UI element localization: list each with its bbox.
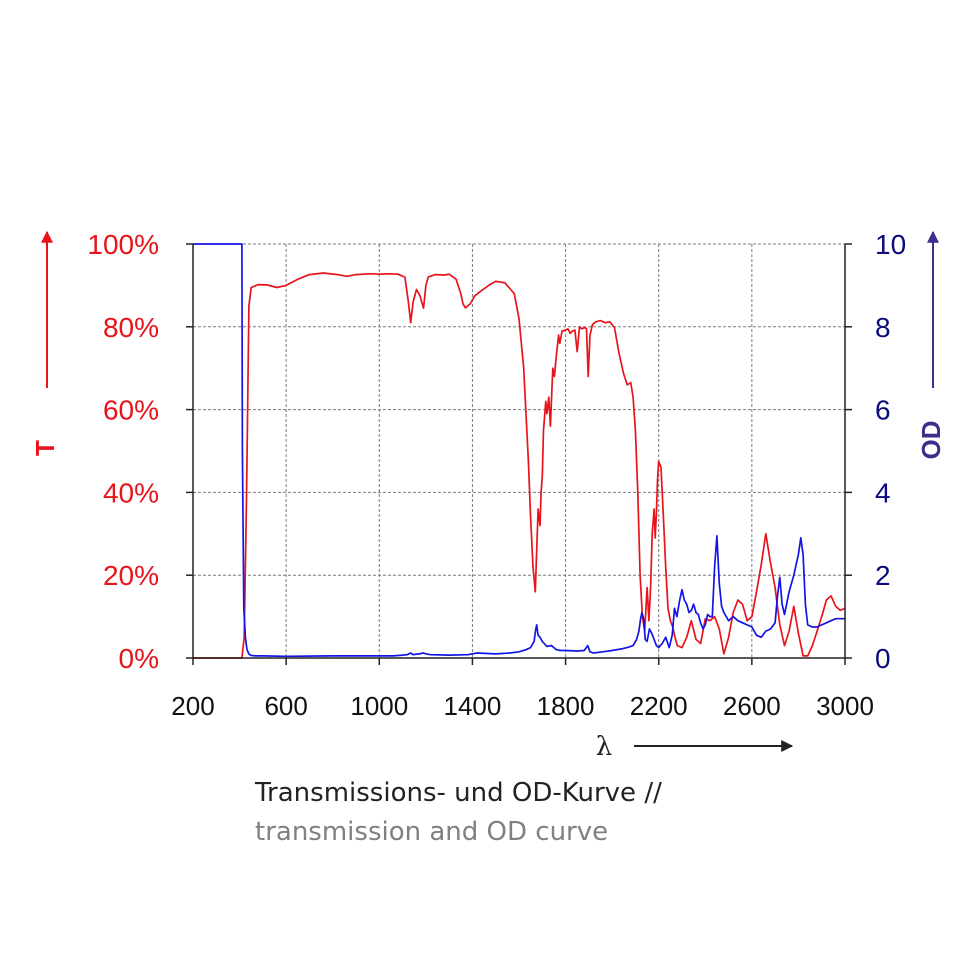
right-axis-label: OD <box>916 421 946 460</box>
grid-lines <box>193 243 846 658</box>
x-tick-label: 3000 <box>816 691 874 721</box>
right-tick-label: 0 <box>875 643 891 674</box>
od-series-line <box>193 243 845 658</box>
left-tick-label: 60% <box>103 395 159 426</box>
left-tick-label: 0% <box>119 643 159 674</box>
x-tick-label: 1400 <box>444 691 502 721</box>
axes: 200 600 1000 1400 1800 2200 2600 30000%20%40%60… <box>87 229 906 721</box>
right-tick-label: 6 <box>875 395 891 426</box>
x-tick-label: 2600 <box>723 691 781 721</box>
x-tick-label: 1800 <box>537 691 595 721</box>
right-tick-label: 4 <box>875 477 891 508</box>
left-tick-label: 100% <box>87 229 159 260</box>
right-tick-label: 8 <box>875 312 891 343</box>
left-axis-label: T <box>30 440 60 456</box>
x-tick-label: 2200 <box>630 691 688 721</box>
left-tick-label: 80% <box>103 312 159 343</box>
transmission-series-line <box>193 272 846 659</box>
x-tick-label: 200 <box>171 691 214 721</box>
right-tick-label: 10 <box>875 229 906 260</box>
right-tick-label: 2 <box>875 560 891 591</box>
left-tick-label: 20% <box>103 560 159 591</box>
caption-german: Transmissions- und OD-Kurve // <box>255 778 662 808</box>
x-tick-label: 1000 <box>350 691 408 721</box>
x-tick-label: 600 <box>264 691 307 721</box>
caption-english: transmission and OD curve <box>255 817 609 847</box>
series-layer <box>193 243 846 659</box>
x-axis-label: λ <box>596 732 612 762</box>
left-tick-label: 40% <box>103 477 159 508</box>
axis-labels: T OD λ <box>30 230 946 762</box>
